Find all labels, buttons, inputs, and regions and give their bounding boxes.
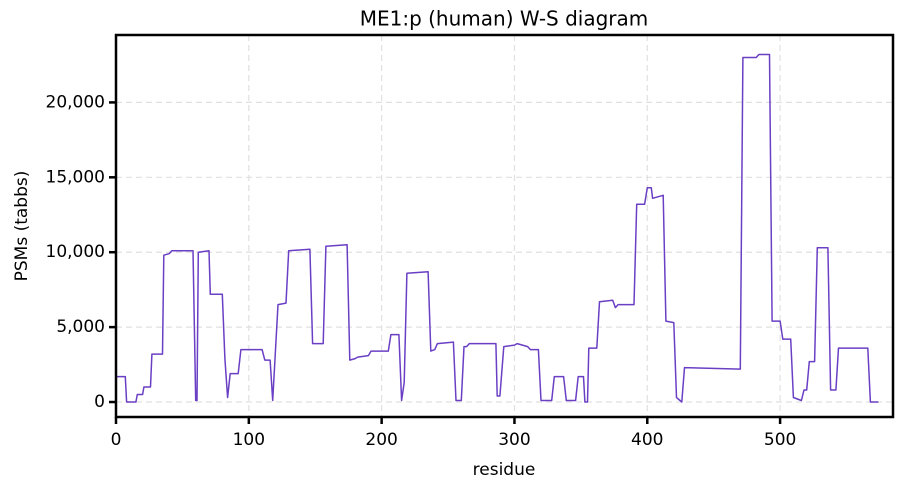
y-axis-label: PSMs (tabbs) <box>12 171 32 282</box>
x-axis-label: residue <box>473 460 536 480</box>
chart-title: ME1:p (human) W-S diagram <box>360 7 649 31</box>
x-tick-label: 100 <box>233 430 265 450</box>
x-tick-label: 300 <box>498 430 530 450</box>
plot <box>116 53 879 403</box>
data-line <box>116 53 879 403</box>
plot-frame <box>114 33 895 419</box>
y-tick-label: 0 <box>94 392 105 412</box>
x-tick-label: 400 <box>631 430 663 450</box>
y-tick-label: 15,000 <box>46 167 105 187</box>
x-tick-label: 200 <box>365 430 397 450</box>
grid <box>115 35 893 417</box>
y-tick-label: 5,000 <box>56 317 105 337</box>
x-tick-label: 500 <box>764 430 796 450</box>
y-tick-label: 10,000 <box>46 242 105 262</box>
y-tick-label: 20,000 <box>46 92 105 112</box>
x-tick-label: 0 <box>111 430 122 450</box>
